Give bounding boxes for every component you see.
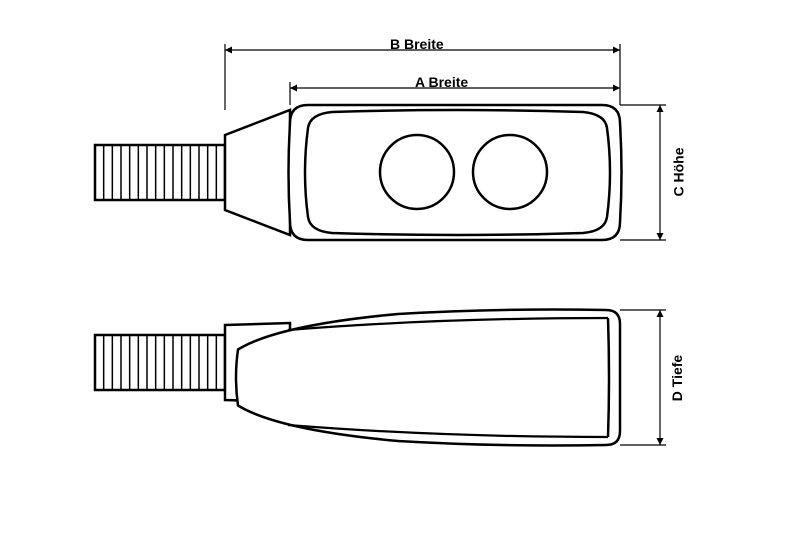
dim-label-c: C Höhe bbox=[671, 148, 687, 197]
technical-drawing bbox=[0, 0, 800, 533]
dim-label-b: B Breite bbox=[390, 36, 444, 52]
dim-label-a: A Breite bbox=[415, 74, 468, 90]
dim-label-d: D Tiefe bbox=[669, 355, 685, 401]
